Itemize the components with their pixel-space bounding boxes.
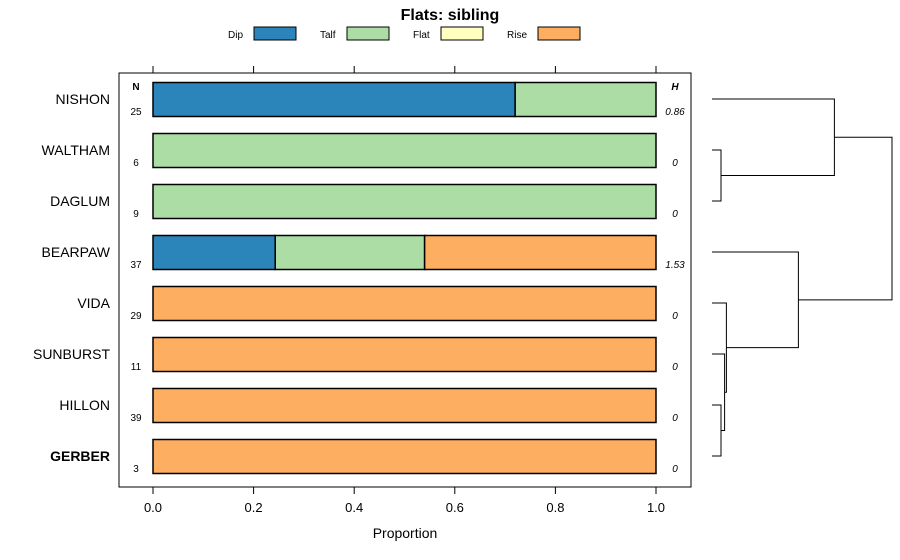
legend-label-dip: Dip (228, 30, 243, 41)
x-axis: 0.0 0.2 0.4 0.6 0.8 1.0 (144, 487, 665, 515)
category-label-waltham: WALTHAM (42, 142, 110, 158)
bar-vida-rise (152, 285, 657, 322)
bar-daglum-talf (152, 183, 657, 220)
dendrogram-branch-0 (712, 149, 722, 202)
bar-bearpaw-talf (274, 234, 426, 271)
x-tick-label-0: 0.0 (144, 500, 162, 515)
legend: Dip Talf Flat Rise (228, 26, 581, 41)
dendrogram-branch-1 (712, 404, 722, 457)
bar-hillon-rise (152, 387, 657, 424)
x-tick-label-5: 1.0 (647, 500, 665, 515)
n-value-gerber: 3 (133, 464, 139, 475)
dendrogram-branch-2 (712, 353, 726, 431)
bar-nishon-talf (514, 81, 657, 118)
legend-label-rise: Rise (507, 30, 527, 41)
chart-title: Flats: sibling (401, 7, 500, 24)
h-value-hillon: 0 (672, 413, 678, 424)
x-axis-title: Proportion (373, 525, 438, 541)
plot-panel (118, 72, 692, 488)
n-value-sunburst: 11 (131, 362, 142, 373)
legend-label-flat: Flat (413, 30, 430, 41)
category-label-hillon: HILLON (59, 397, 110, 413)
category-label-vida: VIDA (77, 295, 110, 311)
dendrogram-branch-6 (798, 136, 893, 301)
bar-bearpaw-dip (152, 234, 276, 271)
bar-bearpaw-rise (423, 234, 657, 271)
h-column-header: H (671, 82, 679, 93)
x-tick-label-4: 0.8 (546, 500, 564, 515)
n-value-hillon: 39 (130, 413, 142, 424)
category-labels: NISHON 25 0.86 WALTHAM 6 0 DAGLUM 9 0 BEARPAW 37 1.… (33, 91, 685, 475)
category-label-daglum: DAGLUM (50, 193, 110, 209)
legend-swatch-rise (537, 26, 581, 41)
legend-swatch-talf (346, 26, 390, 41)
bars-layer (152, 81, 657, 475)
n-value-waltham: 6 (133, 158, 139, 169)
category-label-gerber: GERBER (50, 448, 110, 464)
bar-gerber-rise (152, 438, 657, 475)
h-value-bearpaw: 1.53 (665, 260, 685, 271)
bar-sunburst-rise (152, 336, 657, 373)
x-tick-label-1: 0.2 (245, 500, 263, 515)
h-value-waltham: 0 (672, 158, 678, 169)
n-value-bearpaw: 37 (130, 260, 142, 271)
dendrogram-branch-4 (712, 98, 835, 176)
category-label-nishon: NISHON (56, 91, 110, 107)
x-tick-label-2: 0.4 (345, 500, 363, 515)
dendrogram (712, 98, 893, 457)
category-label-sunburst: SUNBURST (33, 346, 110, 362)
bar-nishon-dip (152, 81, 516, 118)
dendrogram-branch-5 (712, 251, 799, 349)
legend-swatch-dip (253, 26, 297, 41)
n-column-header: N (132, 82, 139, 93)
top-axis-ticks (152, 66, 657, 73)
h-value-nishon: 0.86 (665, 107, 685, 118)
x-tick-label-3: 0.6 (446, 500, 464, 515)
n-value-vida: 29 (130, 311, 142, 322)
bar-waltham-talf (152, 132, 657, 169)
h-value-gerber: 0 (672, 464, 678, 475)
h-value-sunburst: 0 (672, 362, 678, 373)
h-value-daglum: 0 (672, 209, 678, 220)
n-value-daglum: 9 (133, 209, 139, 220)
h-value-vida: 0 (672, 311, 678, 322)
legend-swatch-flat (440, 26, 484, 41)
legend-label-talf: Talf (320, 30, 336, 41)
category-label-bearpaw: BEARPAW (42, 244, 111, 260)
n-value-nishon: 25 (130, 107, 142, 118)
